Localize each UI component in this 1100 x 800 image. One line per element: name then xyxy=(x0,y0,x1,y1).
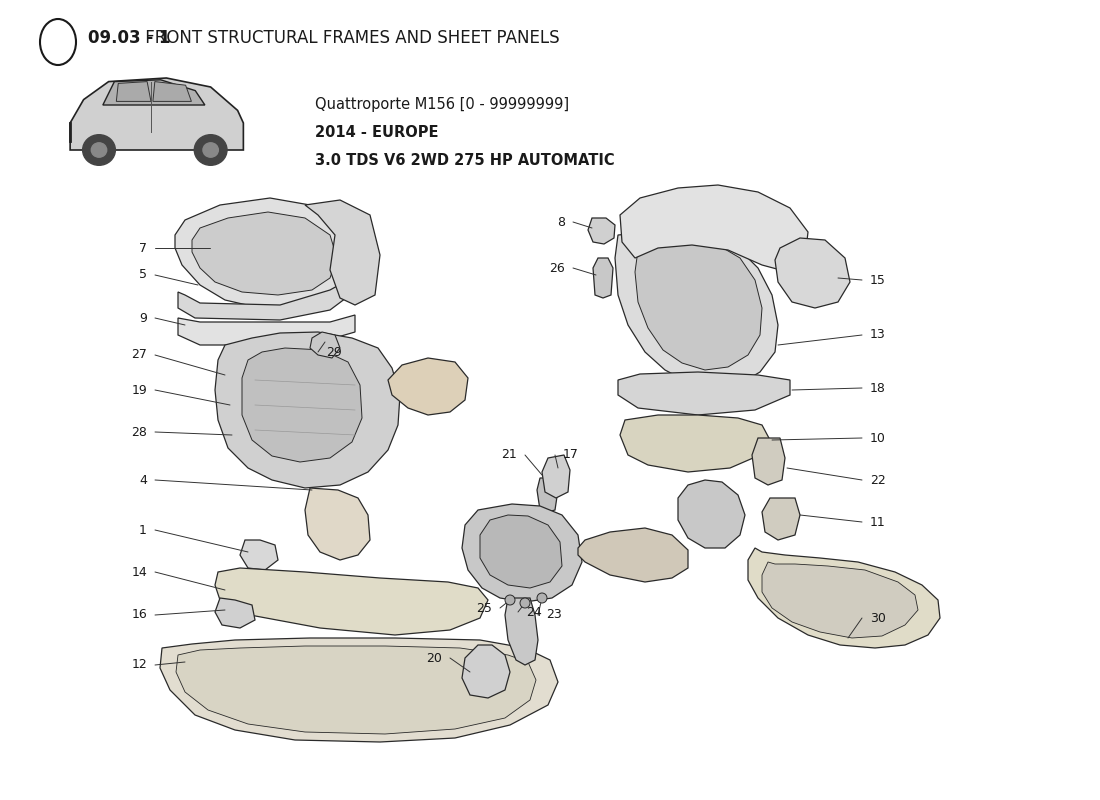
Text: 30: 30 xyxy=(870,611,886,625)
Text: 20: 20 xyxy=(426,651,442,665)
Polygon shape xyxy=(635,240,762,370)
Polygon shape xyxy=(214,332,400,488)
Polygon shape xyxy=(192,212,337,295)
Text: 5: 5 xyxy=(139,269,147,282)
Polygon shape xyxy=(103,80,205,105)
Polygon shape xyxy=(588,218,615,244)
Polygon shape xyxy=(615,232,778,388)
Polygon shape xyxy=(578,528,688,582)
Text: FRONT STRUCTURAL FRAMES AND SHEET PANELS: FRONT STRUCTURAL FRAMES AND SHEET PANELS xyxy=(140,29,560,47)
Polygon shape xyxy=(214,568,488,635)
Polygon shape xyxy=(117,82,151,102)
Polygon shape xyxy=(748,548,940,648)
Polygon shape xyxy=(762,562,918,638)
Polygon shape xyxy=(176,646,536,734)
Polygon shape xyxy=(620,415,770,472)
Text: 9: 9 xyxy=(139,311,147,325)
Polygon shape xyxy=(462,504,582,602)
Polygon shape xyxy=(618,372,790,415)
Polygon shape xyxy=(537,478,558,512)
Text: 26: 26 xyxy=(549,262,565,274)
Polygon shape xyxy=(505,598,538,665)
Polygon shape xyxy=(480,515,562,588)
Circle shape xyxy=(505,595,515,605)
Text: 14: 14 xyxy=(131,566,147,578)
Polygon shape xyxy=(175,198,350,308)
Text: 3.0 TDS V6 2WD 275 HP AUTOMATIC: 3.0 TDS V6 2WD 275 HP AUTOMATIC xyxy=(315,153,615,168)
Polygon shape xyxy=(305,200,380,305)
Text: 18: 18 xyxy=(870,382,886,394)
Text: 4: 4 xyxy=(139,474,147,486)
Polygon shape xyxy=(160,638,558,742)
Polygon shape xyxy=(178,315,355,345)
Text: 2014 - EUROPE: 2014 - EUROPE xyxy=(315,125,439,140)
Text: 11: 11 xyxy=(870,515,886,529)
Polygon shape xyxy=(305,488,370,560)
Text: 29: 29 xyxy=(326,346,342,358)
Text: 16: 16 xyxy=(131,609,147,622)
Polygon shape xyxy=(752,438,785,485)
Polygon shape xyxy=(620,185,808,272)
Circle shape xyxy=(91,142,107,157)
Circle shape xyxy=(204,142,218,157)
Polygon shape xyxy=(462,645,510,698)
Polygon shape xyxy=(776,238,850,308)
Text: 10: 10 xyxy=(870,431,886,445)
Circle shape xyxy=(537,593,547,603)
Polygon shape xyxy=(178,280,350,320)
Polygon shape xyxy=(542,455,570,498)
Circle shape xyxy=(520,598,530,608)
Circle shape xyxy=(82,134,116,166)
Text: 7: 7 xyxy=(139,242,147,254)
Text: 25: 25 xyxy=(476,602,492,614)
Polygon shape xyxy=(678,480,745,548)
Polygon shape xyxy=(153,82,191,102)
Text: 13: 13 xyxy=(870,329,886,342)
Text: 15: 15 xyxy=(870,274,886,286)
Text: 23: 23 xyxy=(546,609,562,622)
Polygon shape xyxy=(593,258,613,298)
Text: 09.03 - 1: 09.03 - 1 xyxy=(88,29,170,47)
Polygon shape xyxy=(242,348,362,462)
Text: Quattroporte M156 [0 - 99999999]: Quattroporte M156 [0 - 99999999] xyxy=(315,97,569,112)
Polygon shape xyxy=(388,358,467,415)
Polygon shape xyxy=(762,498,800,540)
Text: 28: 28 xyxy=(131,426,147,438)
Text: 19: 19 xyxy=(131,383,147,397)
Text: 22: 22 xyxy=(870,474,886,486)
Polygon shape xyxy=(310,332,340,358)
Text: 17: 17 xyxy=(563,449,579,462)
Polygon shape xyxy=(214,598,255,628)
Ellipse shape xyxy=(40,19,76,65)
Circle shape xyxy=(195,134,227,166)
Text: 24: 24 xyxy=(526,606,541,618)
Text: 8: 8 xyxy=(557,215,565,229)
Text: 12: 12 xyxy=(131,658,147,671)
Polygon shape xyxy=(240,540,278,570)
Text: 27: 27 xyxy=(131,349,147,362)
Polygon shape xyxy=(70,78,243,150)
Text: 1: 1 xyxy=(139,523,147,537)
Text: 21: 21 xyxy=(502,449,517,462)
